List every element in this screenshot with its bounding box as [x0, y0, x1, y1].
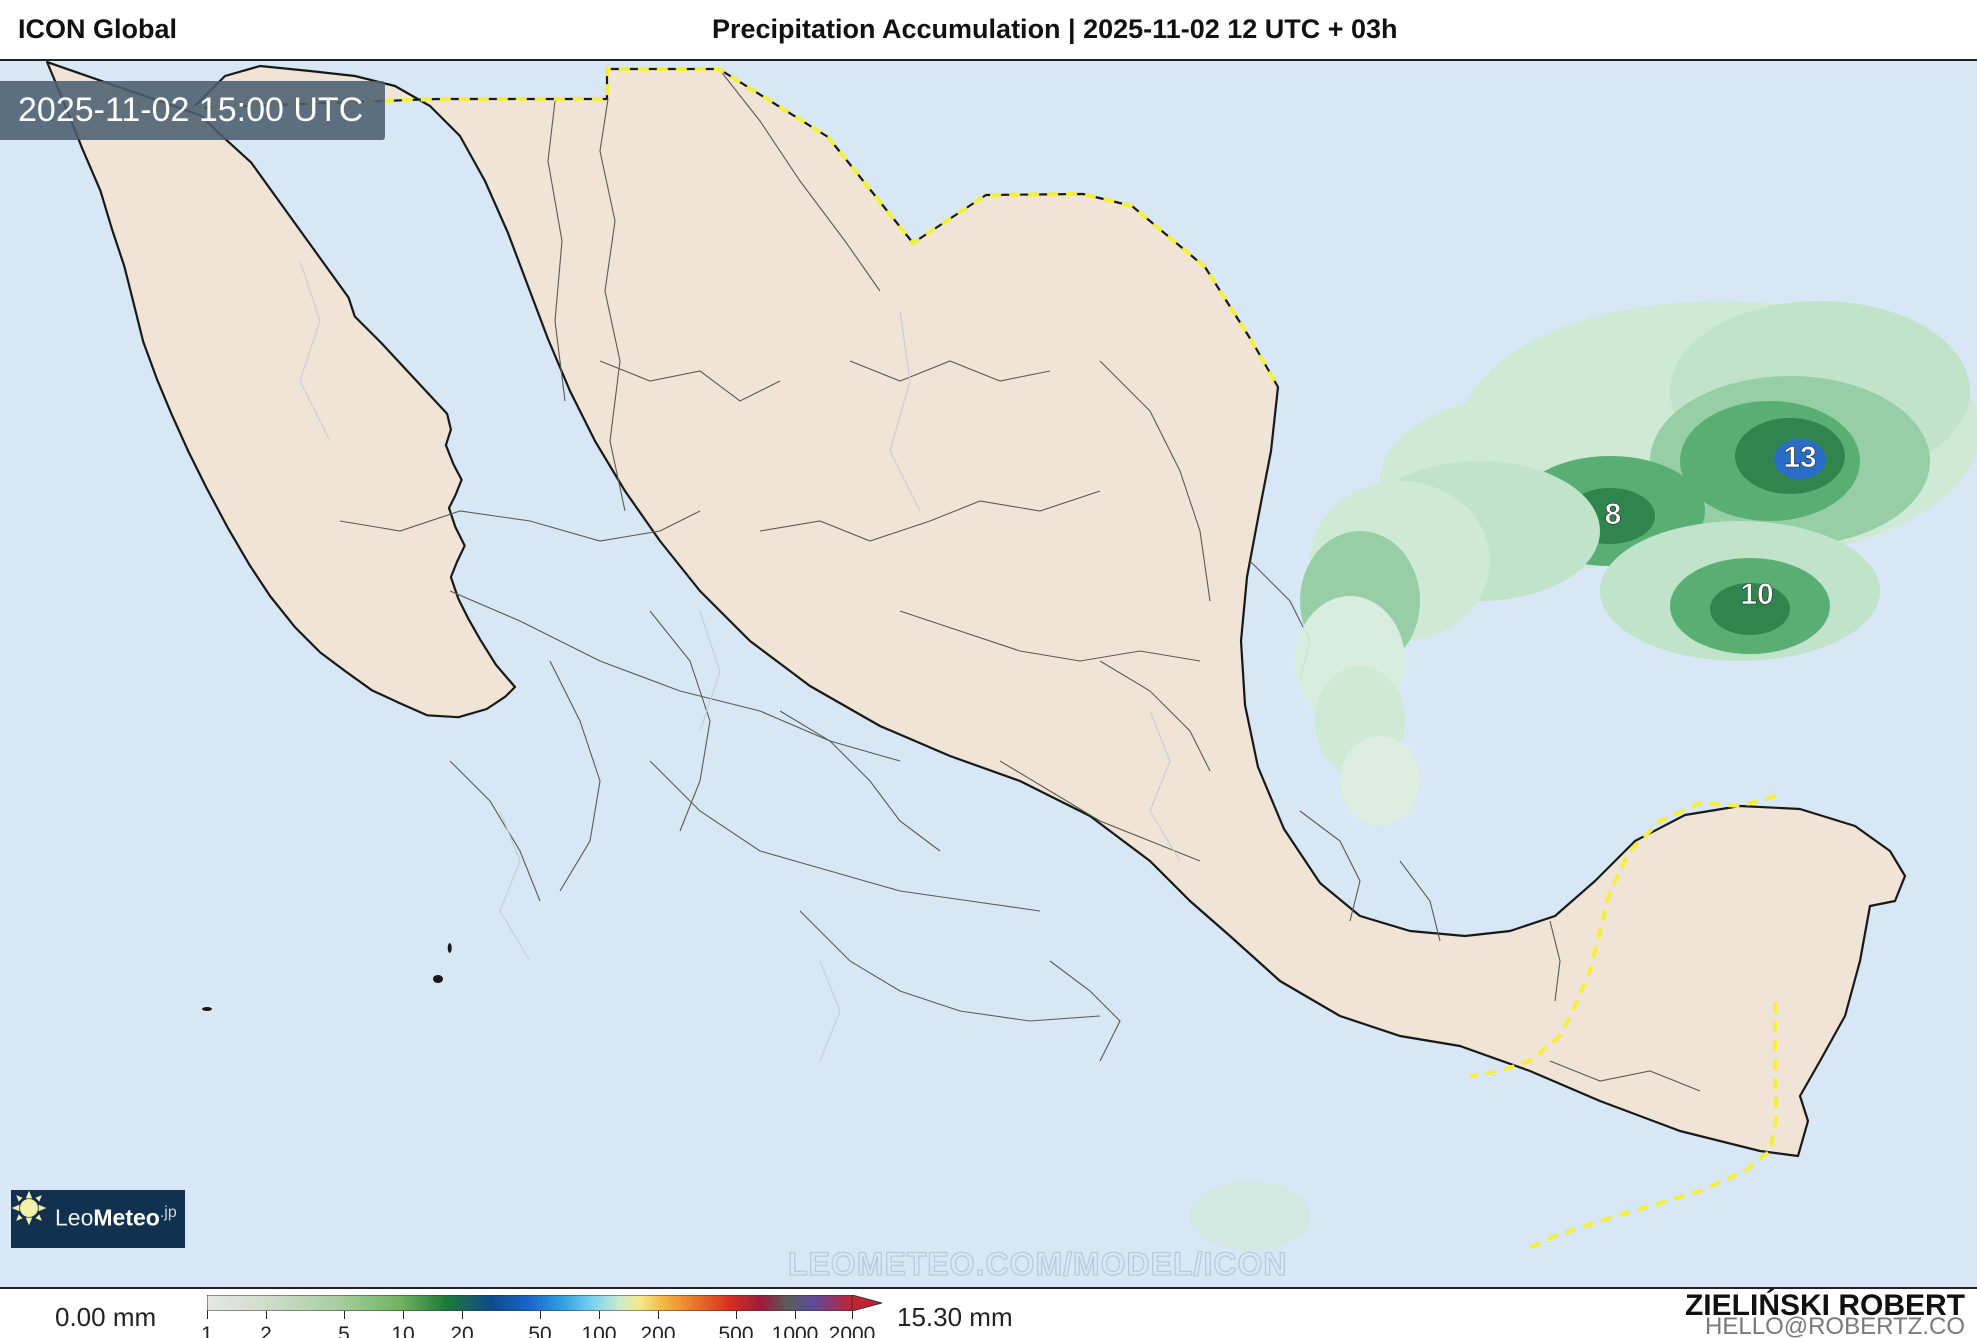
- svg-text:8: 8: [1605, 498, 1622, 531]
- svg-text:10: 10: [1740, 578, 1773, 611]
- svg-text:13: 13: [1783, 441, 1816, 474]
